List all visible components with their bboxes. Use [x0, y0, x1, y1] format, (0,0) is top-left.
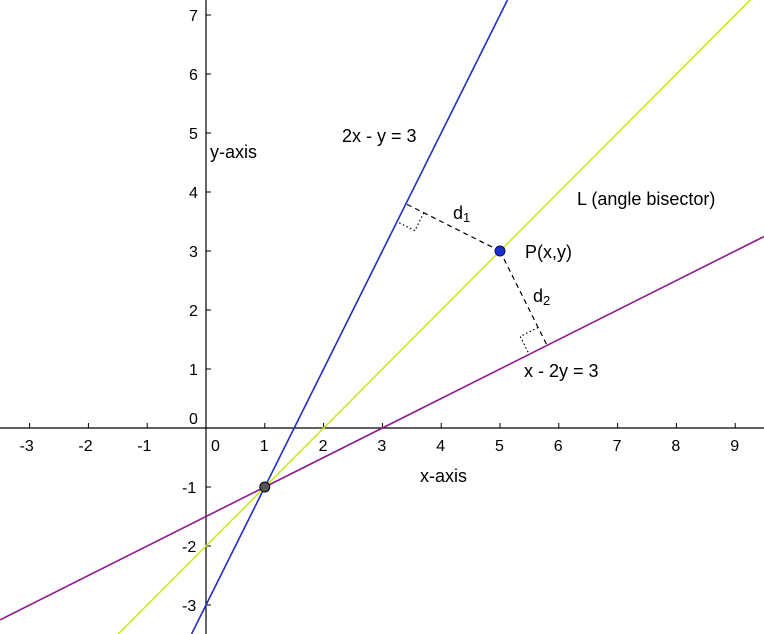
y-tick-label: -3: [182, 598, 196, 615]
x-tick-label: 2: [319, 438, 328, 455]
y-tick-label: 6: [189, 67, 198, 84]
x-tick-label: 5: [495, 438, 504, 455]
y-tick-label: -2: [182, 539, 196, 556]
y-tick-label: 1: [189, 362, 198, 379]
bisector-label: L (angle bisector): [577, 189, 715, 209]
d1-subscript: 1: [463, 210, 470, 225]
x-tick-label: 7: [613, 438, 622, 455]
d2-label: d2: [533, 286, 550, 308]
line-2x-y-3: [190, 0, 509, 634]
x-tick-label: 6: [554, 438, 563, 455]
x-tick-label: 1: [260, 438, 269, 455]
x-axis-label: x-axis: [420, 466, 467, 486]
line-2x-y-3-label: 2x - y = 3: [342, 126, 417, 146]
y-tick-label: 5: [189, 126, 198, 143]
x-tick-label: -1: [137, 438, 151, 455]
line-angle-bisector: [117, 0, 751, 634]
line-x-2y-3-label: x - 2y = 3: [524, 361, 599, 381]
y-tick-label: 0: [189, 411, 198, 428]
x-tick-label: -3: [20, 438, 34, 455]
point-p-label: P(x,y): [525, 242, 572, 262]
line-x-2y-3: [0, 235, 764, 621]
y-tick-label: -1: [182, 480, 196, 497]
perpendicular-distances: [396, 203, 548, 355]
y-axis-label: y-axis: [210, 142, 257, 162]
x-tick-label: 3: [377, 438, 386, 455]
d1-main: d: [453, 203, 463, 223]
d2-subscript: 2: [543, 293, 550, 308]
x-tick-label: 8: [671, 438, 680, 455]
d1-right-angle-marker: [396, 212, 425, 232]
intersection-point: [259, 481, 271, 493]
point-p: [494, 245, 506, 257]
points: [259, 245, 506, 493]
d1-label: d1: [453, 203, 470, 225]
d2-main: d: [533, 286, 543, 306]
tick-labels: -3 -2 -1 0 1 2 3 4 5 6 7 8 9 -3 -2 -1 0 1 2 3 4 5 6 7: [20, 8, 740, 615]
d2-right-angle-marker: [519, 326, 539, 355]
y-tick-label: 3: [189, 244, 198, 261]
x-tick-label: -2: [78, 438, 92, 455]
x-tick-label: 4: [436, 438, 445, 455]
y-tick-label: 7: [189, 8, 198, 25]
x-tick-label: 9: [730, 438, 739, 455]
y-tick-label: 4: [189, 185, 198, 202]
x-tick-label: 0: [211, 438, 220, 455]
y-tick-label: 2: [189, 303, 198, 320]
